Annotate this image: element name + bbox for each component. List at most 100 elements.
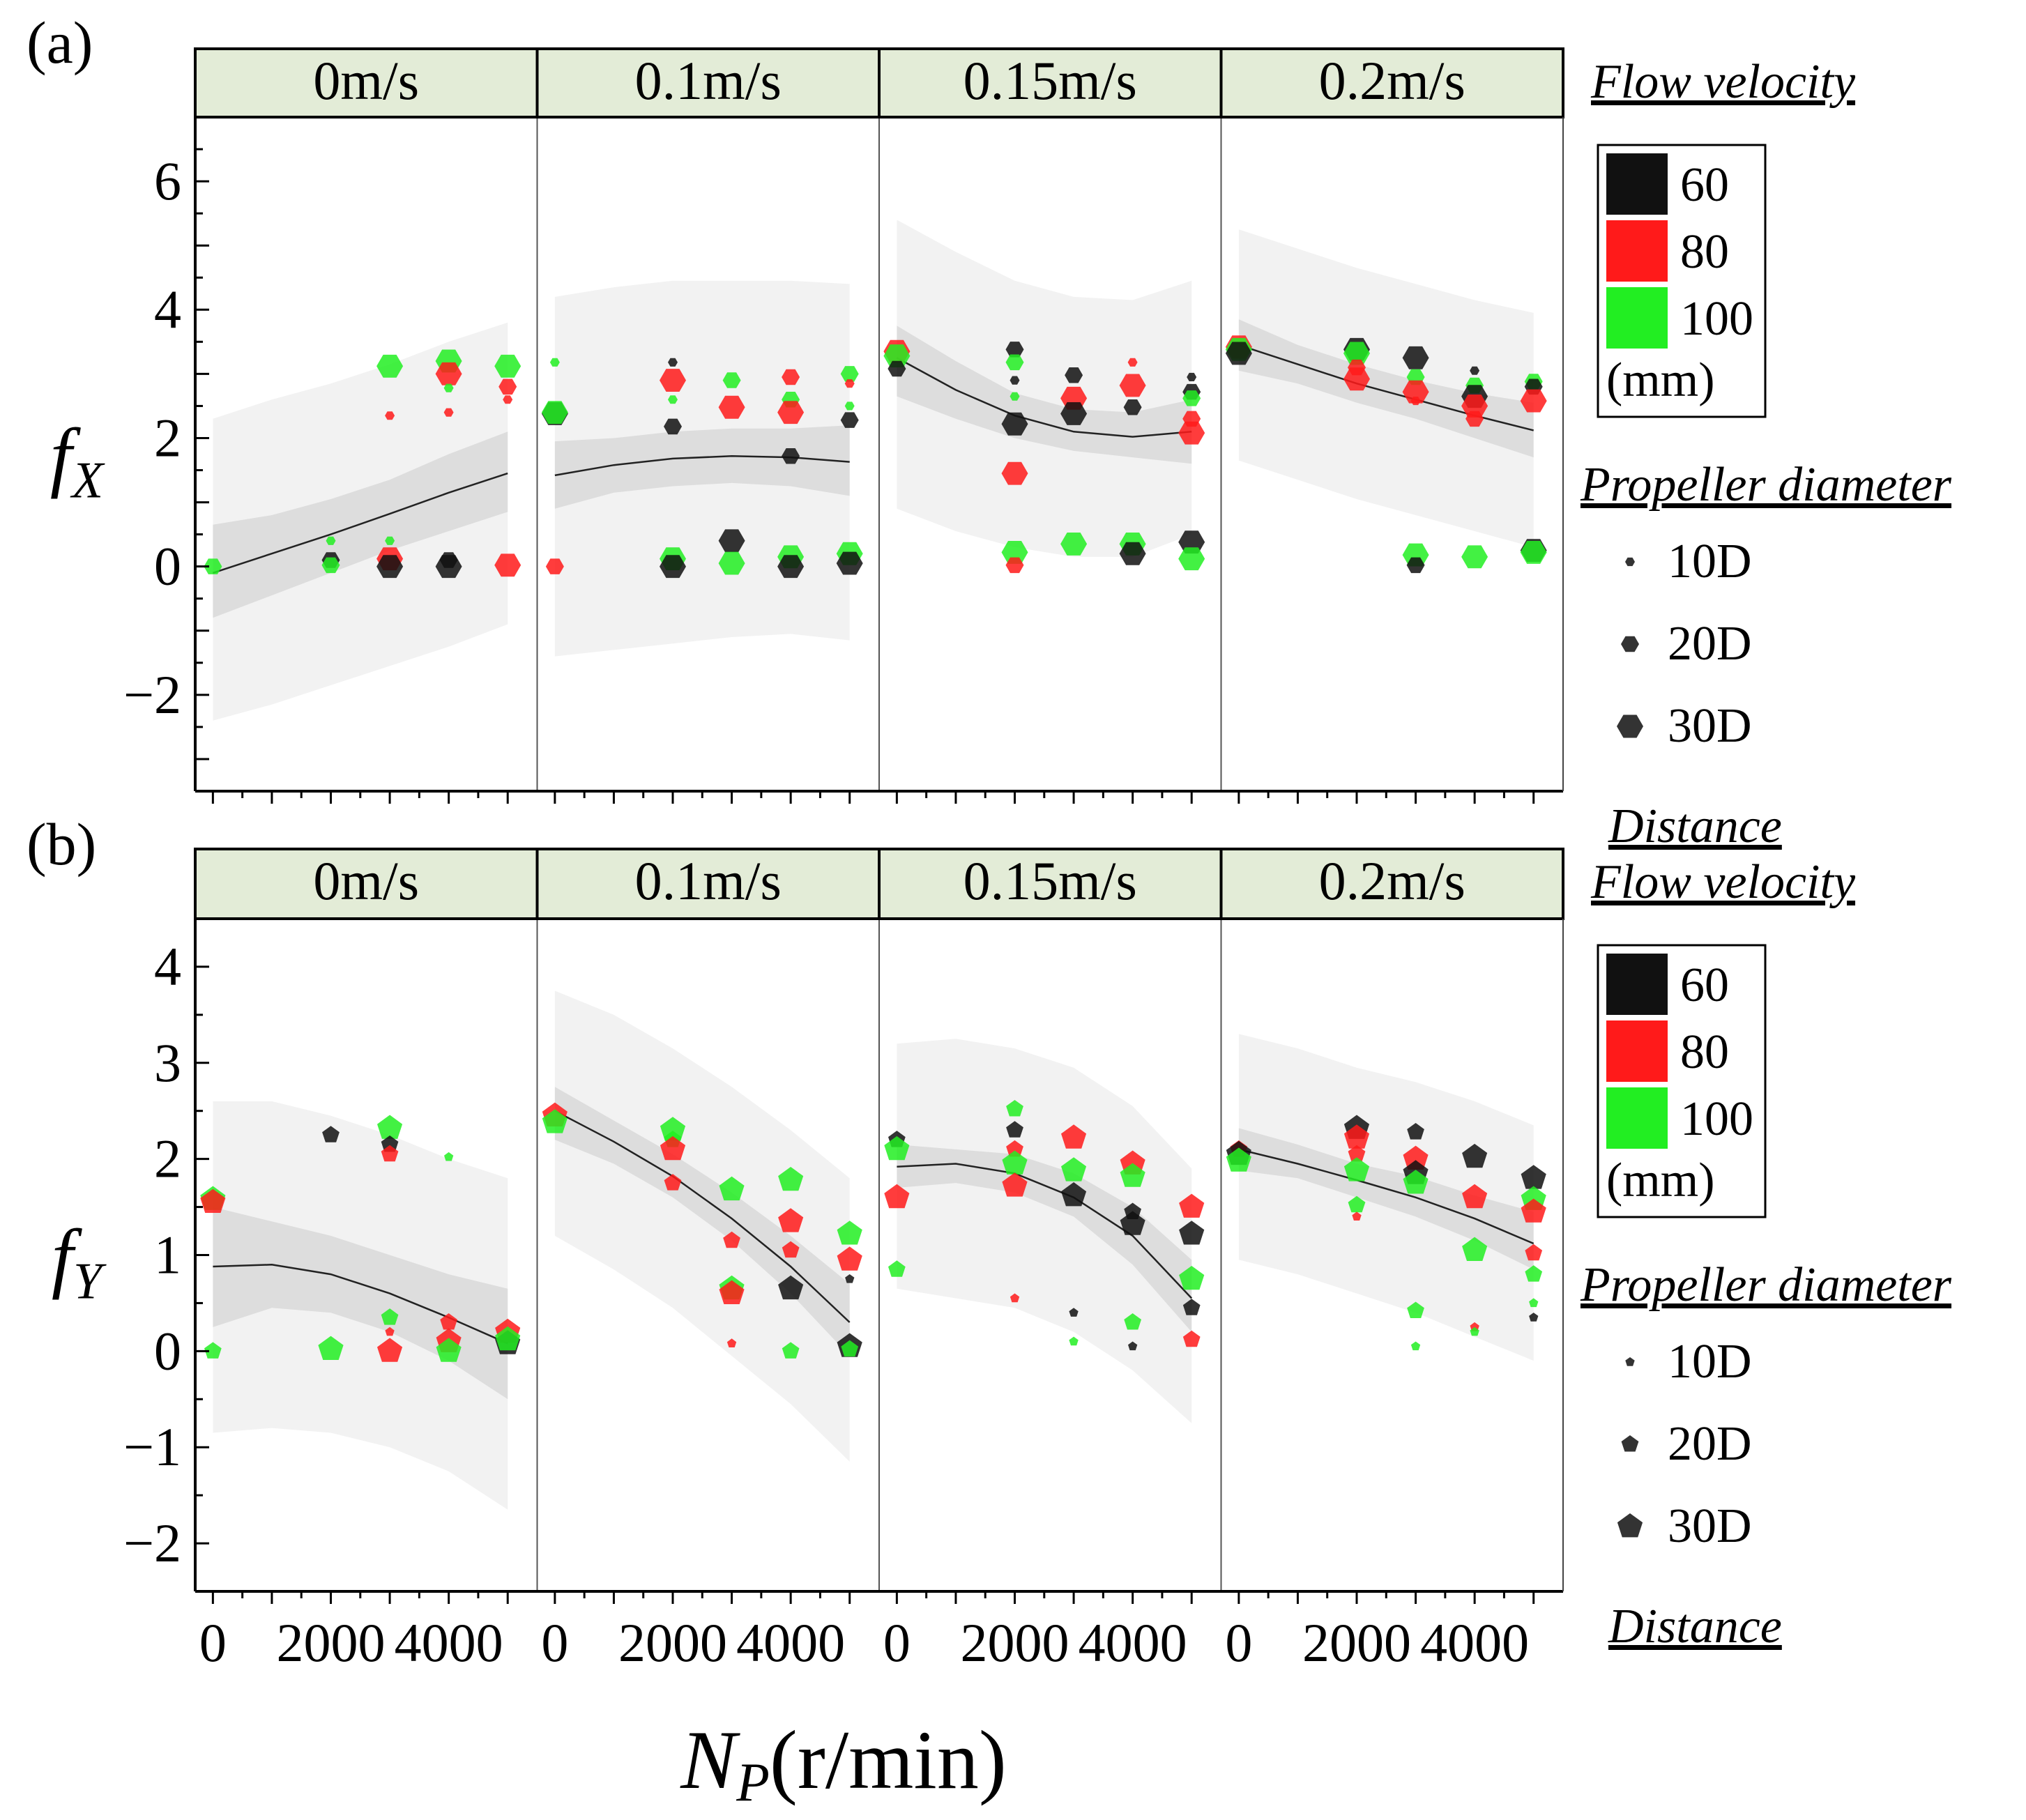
data-point	[1343, 342, 1370, 365]
data-point	[1001, 461, 1028, 485]
data-point	[1407, 1123, 1424, 1140]
data-point	[1002, 1172, 1028, 1197]
y-tick-label: 2	[154, 1129, 181, 1189]
fit-line	[213, 472, 508, 574]
fit-line	[554, 455, 850, 477]
data-point	[443, 408, 454, 417]
data-point	[841, 1340, 859, 1357]
data-point	[1520, 389, 1547, 413]
legend-swatch-100	[1606, 287, 1668, 349]
prediction-band	[897, 220, 1192, 557]
data-point	[1529, 1298, 1539, 1308]
data-point	[1010, 376, 1020, 385]
data-point	[777, 401, 805, 425]
data-point	[1065, 367, 1083, 383]
facet-0.2m/s: 0.2m/s	[1219, 47, 1564, 804]
data-point	[1462, 1184, 1488, 1209]
data-point	[1521, 1165, 1546, 1189]
data-point	[318, 1336, 344, 1360]
data-point	[1402, 380, 1429, 404]
data-point	[381, 1308, 399, 1325]
prediction-band	[897, 1039, 1192, 1423]
legend-item-label: 60	[1680, 158, 1729, 212]
data-point	[1178, 421, 1205, 445]
data-point	[782, 1342, 800, 1359]
data-point	[381, 1145, 399, 1162]
x-tick-label: 4000	[1420, 1612, 1529, 1673]
fit-line	[1238, 1148, 1534, 1245]
x-axis-title-unit: (r/min)	[770, 1713, 1007, 1806]
data-point	[435, 362, 462, 385]
confidence-band	[897, 326, 1192, 464]
data-point	[1461, 545, 1488, 569]
data-point	[718, 529, 745, 553]
legend-size-marker	[1621, 636, 1639, 652]
data-point	[837, 1221, 862, 1245]
x-tick-label: 4000	[395, 1612, 503, 1673]
legend-item-label: 80	[1680, 225, 1729, 279]
panel-label: (b)	[26, 811, 96, 878]
facet-strip	[1219, 848, 1564, 920]
y-tick-label: 0	[154, 536, 181, 597]
y-axis-title: fX	[50, 413, 105, 510]
data-point	[1179, 1193, 1205, 1218]
fit-line	[213, 1264, 508, 1345]
data-point	[376, 354, 404, 378]
facet-0.15m/s: 0.15m/s 0 2000 4000	[878, 848, 1223, 1673]
data-point	[1525, 1244, 1543, 1261]
data-point	[844, 402, 855, 411]
facet-strip	[535, 848, 881, 920]
data-point	[326, 536, 336, 545]
legend-swatch-80	[1606, 220, 1668, 282]
data-point	[1520, 541, 1547, 564]
data-point	[1061, 1157, 1087, 1182]
x-tick-label: 2000	[1302, 1612, 1411, 1673]
legend-swatch-80	[1606, 1020, 1668, 1082]
facet-0m/s: 0m/s 0 2000 4000	[194, 848, 539, 1673]
confidence-band	[1238, 1128, 1534, 1270]
confidence-band	[554, 1087, 850, 1356]
fit-line	[1238, 344, 1534, 431]
legend-flow-title: Flow velocity	[1590, 55, 1856, 109]
legend-size-label: 30D	[1668, 1499, 1752, 1553]
data-point	[660, 1117, 686, 1141]
data-point	[377, 1338, 403, 1362]
facet-0.15m/s: 0.15m/s	[878, 47, 1223, 804]
legend-size-marker	[1617, 1513, 1643, 1538]
data-point	[1060, 533, 1088, 556]
data-point	[1410, 397, 1421, 406]
legend-swatch-60	[1606, 954, 1668, 1015]
data-point	[1179, 1266, 1205, 1290]
data-point	[718, 395, 745, 419]
data-point	[542, 1109, 568, 1133]
data-point	[1225, 342, 1252, 365]
data-point	[723, 1231, 740, 1248]
legends: Flow velocity 60 80 100 (mm) Propeller diamet…	[1580, 55, 1952, 1653]
data-point	[1120, 1163, 1145, 1187]
data-point	[204, 1342, 222, 1359]
legend-size-label: 20D	[1668, 617, 1752, 671]
y-axis-title-subscript: Y	[73, 1253, 107, 1310]
x-axis-title-subscript: P	[736, 1752, 770, 1812]
legend-item-label: 80	[1680, 1025, 1729, 1079]
legend-item-label: 100	[1680, 1092, 1753, 1146]
legend-size-label: 20D	[1668, 1417, 1752, 1471]
y-tick-label: 1	[154, 1225, 181, 1285]
x-tick-label: 4000	[736, 1612, 845, 1673]
data-point	[1123, 399, 1142, 415]
data-point	[1069, 1336, 1079, 1346]
data-point	[545, 558, 564, 574]
data-point	[660, 1135, 686, 1161]
legend-unit: (mm)	[1606, 353, 1715, 407]
data-point	[1470, 366, 1480, 375]
data-point	[1182, 1299, 1201, 1315]
data-point	[1402, 543, 1429, 567]
data-point	[321, 557, 340, 574]
data-point	[1402, 346, 1429, 369]
data-point	[440, 1313, 457, 1330]
data-point	[719, 1280, 745, 1304]
data-point	[1343, 367, 1370, 391]
data-point	[1178, 547, 1205, 571]
legend-size-label: 10D	[1668, 1335, 1752, 1389]
data-point	[782, 369, 800, 385]
